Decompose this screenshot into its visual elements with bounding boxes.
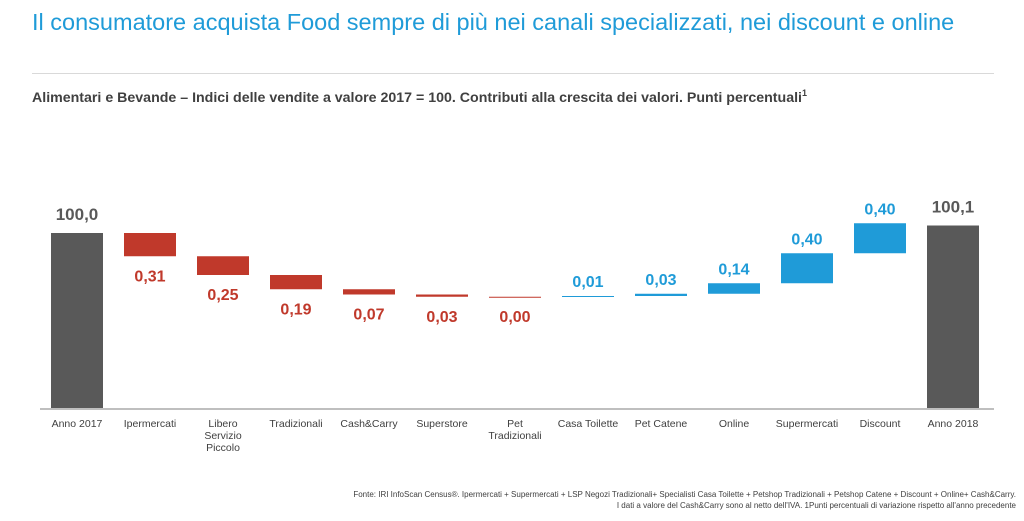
chart-subtitle: Alimentari e Bevande – Indici delle vend… (32, 88, 1012, 107)
data-label: 0,19 (280, 301, 311, 318)
step-bar (416, 294, 468, 297)
category-label: Anno 2018 (928, 418, 979, 430)
step-bar (635, 293, 687, 296)
page-title: Il consumatore acquista Food sempre di p… (32, 9, 955, 35)
total-bar (51, 233, 103, 408)
category-label: Tradizionali (269, 418, 322, 430)
step-bar (489, 296, 541, 298)
step-bar (781, 253, 833, 284)
category-label: Pet Catene (635, 418, 688, 430)
category-label: Superstore (416, 418, 468, 430)
step-bar (124, 233, 176, 257)
source-note: Fonte: IRI InfoScan Census®. Ipermercati… (216, 489, 1016, 511)
step-bar (270, 275, 322, 290)
data-label: 0,31 (134, 268, 165, 285)
category-label: Libero (208, 418, 237, 430)
step-bar (562, 296, 614, 297)
total-bar (927, 225, 979, 408)
source-line-1: Fonte: IRI InfoScan Census®. Ipermercati… (353, 490, 1016, 499)
category-label: Piccolo (206, 442, 240, 454)
data-label: 0,40 (864, 201, 895, 218)
data-label: 0,14 (718, 261, 749, 278)
step-bar (854, 223, 906, 254)
step-bar (343, 289, 395, 295)
category-label: Anno 2017 (52, 418, 103, 430)
chart-subtitle-text: Alimentari e Bevande – Indici delle vend… (32, 90, 802, 106)
step-bar (708, 283, 760, 294)
category-label: Servizio (204, 430, 242, 442)
data-label: 0,07 (353, 307, 384, 324)
category-label: Pet (507, 418, 523, 430)
category-label: Discount (860, 418, 901, 430)
data-label: 100,1 (932, 198, 975, 217)
step-bar (197, 256, 249, 275)
data-label: 0,01 (572, 274, 603, 291)
data-label: 100,0 (56, 205, 99, 224)
title-divider (32, 73, 994, 74)
category-label: Supermercati (776, 418, 838, 430)
category-label: Ipermercati (124, 418, 177, 430)
data-label: 0,03 (645, 272, 676, 289)
data-label: 0,03 (426, 309, 457, 326)
category-label: Online (719, 418, 750, 430)
data-label: 0,00 (499, 309, 530, 326)
footnote-marker: 1 (801, 88, 807, 98)
data-label: 0,40 (791, 231, 822, 248)
category-label: Tradizionali (488, 430, 541, 442)
data-label: 0,25 (207, 287, 238, 304)
category-label: Cash&Carry (340, 418, 398, 430)
source-line-2: I dati a valore del Cash&Carry sono al n… (616, 501, 1016, 510)
category-label: Casa Toilette (558, 418, 619, 430)
